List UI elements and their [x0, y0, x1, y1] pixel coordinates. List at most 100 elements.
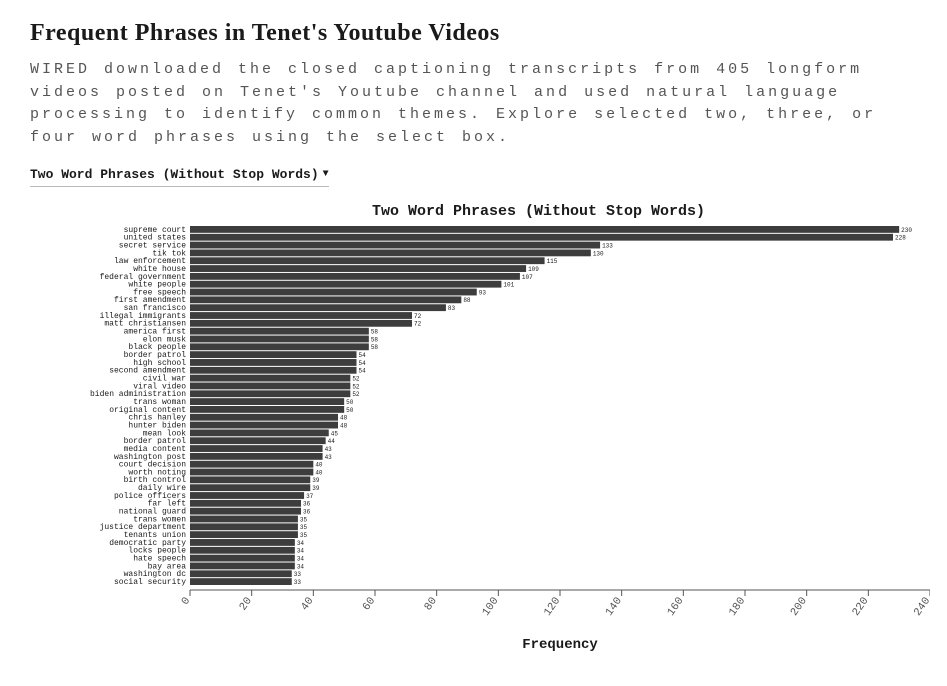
bar-value-label: 93: [479, 289, 487, 296]
x-tick-label: 100: [480, 595, 501, 618]
x-tick-label: 80: [423, 595, 440, 613]
chart-bar: [190, 351, 357, 358]
bar-value-label: 133: [602, 242, 613, 249]
chart-bar: [190, 242, 600, 249]
chart-title: Two Word Phrases (Without Stop Words): [160, 203, 917, 220]
chart-bar: [190, 249, 591, 256]
x-tick-label: 120: [542, 595, 563, 618]
chart-bar: [190, 398, 344, 405]
chart-bar: [190, 289, 477, 296]
x-tick-label: 220: [850, 595, 871, 618]
chart-bar: [190, 336, 369, 343]
bar-value-label: 58: [371, 336, 379, 343]
bar-value-label: 228: [895, 235, 906, 242]
x-axis-title: Frequency: [522, 637, 598, 653]
bar-value-label: 39: [312, 477, 320, 484]
chart-bar: [190, 257, 545, 264]
chart-bar: [190, 492, 304, 499]
x-tick-label: 160: [665, 595, 686, 618]
chart-bar: [190, 484, 310, 491]
chart-bar: [190, 437, 326, 444]
bar-chart: supreme court230united states228secret s…: [30, 226, 917, 666]
x-tick-label: 40: [299, 595, 316, 613]
bar-value-label: 39: [312, 485, 320, 492]
chart-bar: [190, 516, 298, 523]
chart-bar: [190, 547, 295, 554]
bar-value-label: 52: [352, 375, 360, 382]
bar-value-label: 45: [331, 430, 339, 437]
phrase-type-selector[interactable]: Two Word Phrases (Without Stop Words) ▼: [30, 167, 329, 187]
bar-value-label: 43: [325, 454, 333, 461]
chart-bar: [190, 570, 292, 577]
chart-bar: [190, 453, 323, 460]
chart-bar: [190, 555, 295, 562]
chart-bar: [190, 273, 520, 280]
chart-bar: [190, 367, 357, 374]
x-tick-label: 60: [361, 595, 378, 613]
chart-bar: [190, 422, 338, 429]
chart-bar: [190, 469, 313, 476]
bar-value-label: 58: [371, 344, 379, 351]
chart-bar: [190, 539, 295, 546]
y-axis-label: social security: [114, 578, 186, 587]
bar-value-label: 101: [503, 282, 514, 289]
chart-bar: [190, 500, 301, 507]
bar-value-label: 34: [297, 548, 305, 555]
caret-down-icon: ▼: [323, 169, 329, 180]
bar-value-label: 107: [522, 274, 533, 281]
chart-bar: [190, 563, 295, 570]
chart-bar: [190, 578, 292, 585]
bar-value-label: 36: [303, 501, 311, 508]
chart-bar: [190, 429, 329, 436]
chart-bar: [190, 414, 338, 421]
bar-value-label: 54: [359, 352, 367, 359]
x-tick-label: 140: [604, 595, 625, 618]
chart-bar: [190, 508, 301, 515]
bar-value-label: 40: [315, 462, 323, 469]
chart-bar: [190, 461, 313, 468]
bar-value-label: 35: [300, 524, 308, 531]
selector-label: Two Word Phrases (Without Stop Words): [30, 167, 319, 182]
bar-value-label: 33: [294, 579, 302, 586]
bar-value-label: 54: [359, 368, 367, 375]
bar-value-label: 109: [528, 266, 539, 273]
chart-bar: [190, 523, 298, 530]
bar-value-label: 230: [901, 227, 912, 234]
bar-value-label: 50: [346, 399, 354, 406]
chart-bar: [190, 312, 412, 319]
bar-value-label: 115: [547, 258, 558, 265]
bar-value-label: 44: [328, 438, 336, 445]
bar-value-label: 37: [306, 493, 314, 500]
bar-value-label: 88: [463, 297, 471, 304]
bar-value-label: 72: [414, 321, 422, 328]
chart-bar: [190, 359, 357, 366]
x-tick-label: 20: [238, 595, 255, 613]
chart-bar: [190, 375, 350, 382]
chart-bar: [190, 445, 323, 452]
x-tick-label: 200: [789, 595, 810, 618]
bar-value-label: 83: [448, 305, 456, 312]
chart-bar: [190, 304, 446, 311]
bar-value-label: 36: [303, 509, 311, 516]
bar-value-label: 43: [325, 446, 333, 453]
chart-bar: [190, 234, 893, 241]
x-tick-label: 180: [727, 595, 748, 618]
chart-bar: [190, 328, 369, 335]
bar-value-label: 34: [297, 555, 305, 562]
bar-value-label: 40: [315, 469, 323, 476]
bar-value-label: 50: [346, 407, 354, 414]
bar-value-label: 52: [352, 391, 360, 398]
chart-bar: [190, 320, 412, 327]
bar-value-label: 35: [300, 532, 308, 539]
bar-value-label: 33: [294, 571, 302, 578]
bar-value-label: 48: [340, 422, 348, 429]
chart-bar: [190, 476, 310, 483]
chart-bar: [190, 265, 526, 272]
bar-value-label: 72: [414, 313, 422, 320]
bar-value-label: 52: [352, 383, 360, 390]
bar-value-label: 34: [297, 563, 305, 570]
chart-bar: [190, 390, 350, 397]
bar-value-label: 48: [340, 415, 348, 422]
page-title: Frequent Phrases in Tenet's Youtube Vide…: [30, 20, 917, 47]
description-text: WIRED downloaded the closed captioning t…: [30, 59, 917, 149]
